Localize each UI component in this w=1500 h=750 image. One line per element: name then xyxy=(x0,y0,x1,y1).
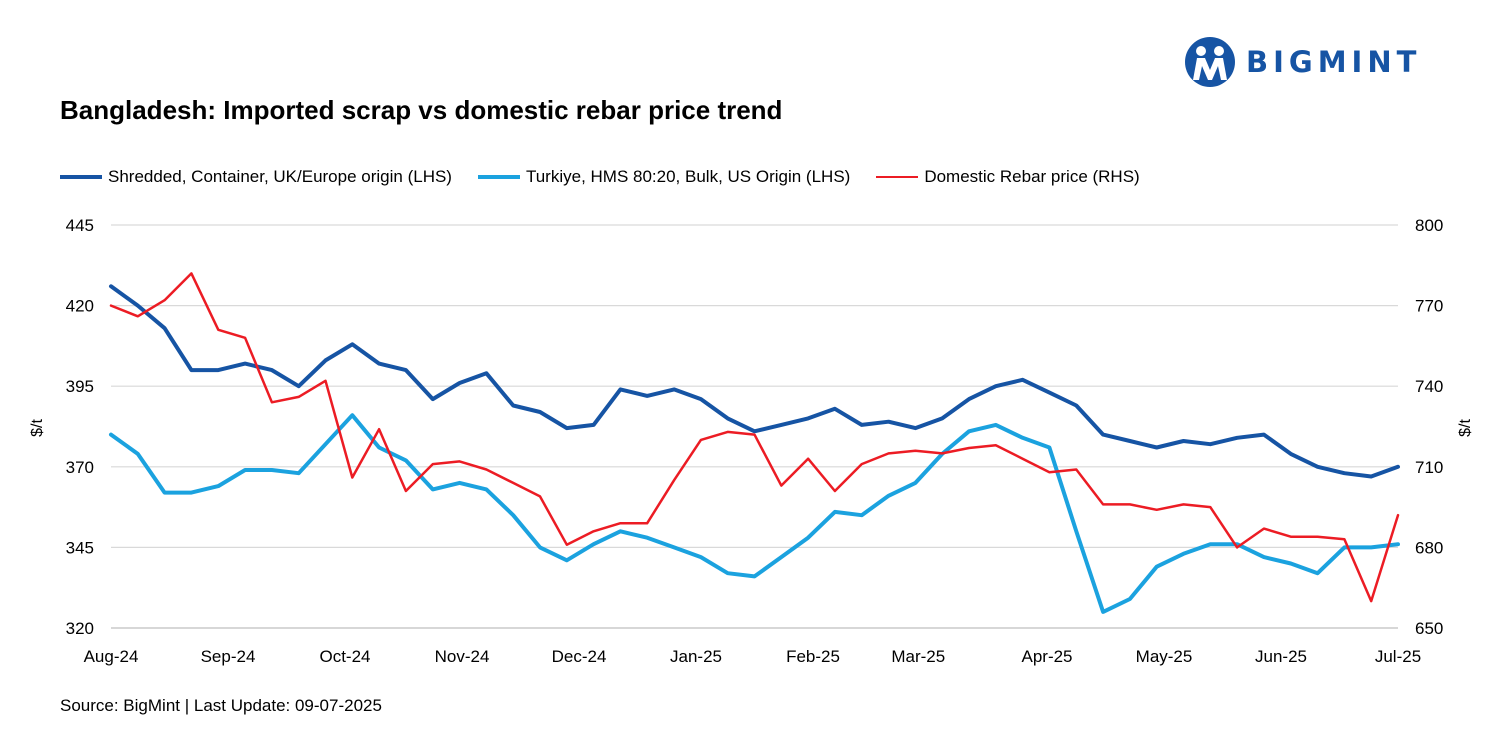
y-tick-right: 800 xyxy=(1415,216,1443,235)
x-tick-label: Jun-25 xyxy=(1255,647,1307,666)
y-tick-right: 740 xyxy=(1415,377,1443,396)
y-tick-left: 395 xyxy=(66,377,94,396)
x-tick-label: Mar-25 xyxy=(891,647,945,666)
y-axis-label-right: $/t xyxy=(1457,419,1474,437)
y-tick-right: 770 xyxy=(1415,297,1443,316)
x-tick-label: Oct-24 xyxy=(319,647,370,666)
series-line-1 xyxy=(109,413,1400,614)
x-tick-label: Nov-24 xyxy=(435,647,490,666)
legend-swatch-turkiye xyxy=(477,175,520,179)
bigmint-logo: BIGMINT xyxy=(1184,36,1421,88)
x-tick-label: Jan-25 xyxy=(670,647,722,666)
series-lines xyxy=(109,272,1400,614)
chart-title: Bangladesh: Imported scrap vs domestic r… xyxy=(60,95,783,125)
y-tick-right: 710 xyxy=(1415,458,1443,477)
y-tick-left: 370 xyxy=(66,458,94,477)
legend-label-shredded: Shredded, Container, UK/Europe origin (L… xyxy=(108,167,452,186)
series-line-2 xyxy=(109,272,1400,603)
y-tick-left: 345 xyxy=(66,538,94,557)
y-tick-left: 445 xyxy=(66,216,94,235)
x-tick-label: May-25 xyxy=(1136,647,1193,666)
y-tick-left: 420 xyxy=(66,297,94,316)
x-tick-label: Dec-24 xyxy=(552,647,607,666)
legend-swatch-shredded xyxy=(60,175,102,179)
source-note: Source: BigMint | Last Update: 09-07-202… xyxy=(60,696,382,715)
x-tick-label: Jul-25 xyxy=(1375,647,1421,666)
y-axis-label-left: $/t xyxy=(29,419,46,437)
legend-label-turkiye: Turkiye, HMS 80:20, Bulk, US Origin (LHS… xyxy=(525,167,851,186)
legend-item-turkiye: Turkiye, HMS 80:20, Bulk, US Origin (LHS… xyxy=(477,167,851,187)
brand-name: BIGMINT xyxy=(1246,45,1422,79)
x-tick-label: Feb-25 xyxy=(786,647,840,666)
y-tick-right: 680 xyxy=(1415,538,1443,557)
x-tick-label: Sep-24 xyxy=(201,647,256,666)
legend-label-rebar: Domestic Rebar price (RHS) xyxy=(924,167,1140,186)
gridlines xyxy=(111,224,1398,629)
axis-ticks: 320 345 370 395 420 445 650 680 710 740 770 800 Aug-… xyxy=(66,216,1444,666)
series-line-0 xyxy=(109,284,1400,479)
y-tick-right: 650 xyxy=(1415,619,1443,638)
x-tick-label: Aug-24 xyxy=(84,647,139,666)
chart-legend: Shredded, Container, UK/Europe origin (L… xyxy=(60,167,1166,187)
x-tick-label: Apr-25 xyxy=(1021,647,1072,666)
legend-item-shredded: Shredded, Container, UK/Europe origin (L… xyxy=(60,167,452,187)
bigmint-emblem-icon xyxy=(1185,37,1235,87)
y-tick-left: 320 xyxy=(66,619,94,638)
legend-swatch-rebar xyxy=(876,176,919,178)
legend-item-rebar: Domestic Rebar price (RHS) xyxy=(876,167,1140,187)
